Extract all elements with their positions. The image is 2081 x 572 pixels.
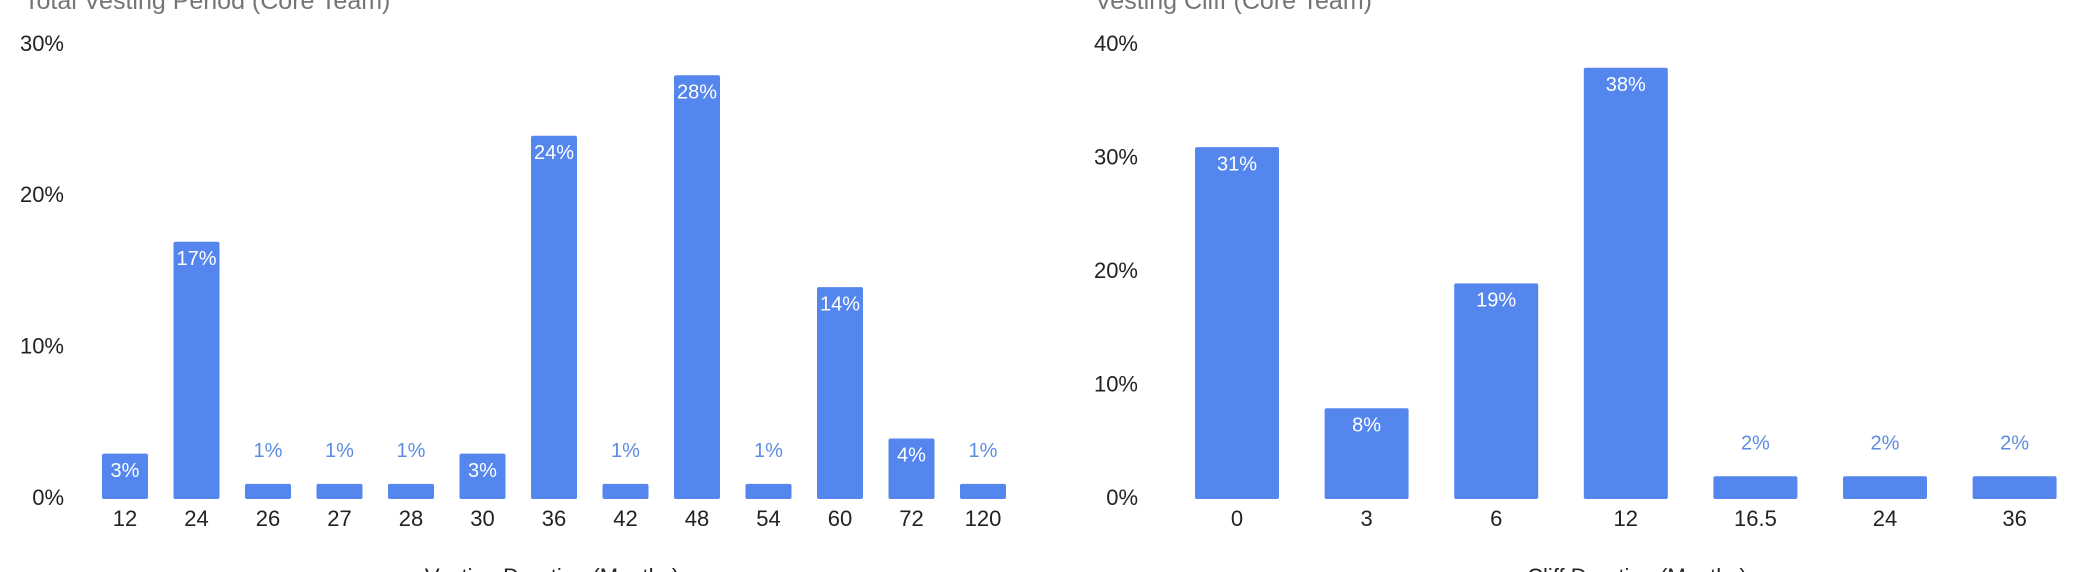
- bar: [888, 438, 935, 499]
- data-label: 17%: [176, 248, 216, 270]
- x-tick-label: 6: [1490, 506, 1502, 531]
- data-label: 1%: [254, 440, 283, 462]
- bar: [674, 75, 720, 500]
- x-axis-label: Cliff Duration (Months): [1527, 564, 1747, 572]
- x-tick-label: 42: [613, 506, 637, 531]
- x-tick-label: 27: [327, 506, 351, 531]
- x-tick-label: 0: [1231, 506, 1243, 531]
- data-label: 1%: [754, 440, 783, 462]
- x-tick-label: 120: [965, 506, 1002, 531]
- x-tick-label: 36: [542, 506, 566, 531]
- data-label: 3%: [111, 460, 140, 482]
- bar: [1843, 476, 1927, 499]
- x-tick-label: 26: [256, 506, 280, 531]
- bar: [1583, 67, 1668, 499]
- data-label: 28%: [677, 82, 717, 104]
- x-tick-label: 28: [399, 506, 423, 531]
- data-label: 1%: [397, 440, 426, 462]
- x-tick-label: 24: [184, 506, 208, 531]
- x-tick-label: 30: [470, 506, 494, 531]
- data-label: 19%: [1476, 290, 1516, 312]
- x-tick-label: 3: [1360, 506, 1372, 531]
- bar: [245, 483, 291, 499]
- chart-title: Total Vesting Period (Core Team): [24, 0, 390, 15]
- x-tick-label: 72: [899, 506, 923, 531]
- bar: [1324, 408, 1409, 499]
- bar: [602, 483, 649, 499]
- x-axis-label: Vesting Duration (Months): [425, 564, 679, 572]
- bar: [1195, 147, 1279, 499]
- x-tick-label: 12: [113, 506, 137, 531]
- y-tick-label: 0%: [32, 485, 64, 510]
- y-tick-label: 10%: [1094, 371, 1138, 396]
- y-tick-label: 30%: [20, 31, 64, 56]
- bar: [316, 483, 363, 499]
- bar: [459, 453, 506, 499]
- x-tick-label: 60: [828, 506, 852, 531]
- x-tick-label: 24: [1873, 506, 1897, 531]
- y-tick-label: 10%: [20, 333, 64, 358]
- data-label: 2%: [2000, 433, 2029, 455]
- x-tick-label: 16.5: [1734, 506, 1777, 531]
- x-tick-label: 36: [2002, 506, 2026, 531]
- y-tick-label: 30%: [1094, 144, 1138, 169]
- x-tick-label: 48: [685, 506, 709, 531]
- data-label: 3%: [468, 460, 497, 482]
- bar: [1972, 476, 2057, 499]
- bar: [1713, 476, 1798, 499]
- data-label: 24%: [534, 142, 574, 164]
- bar: [388, 483, 434, 499]
- bar: [1454, 283, 1539, 499]
- bar: [817, 287, 863, 499]
- x-tick-label: 54: [756, 506, 780, 531]
- data-label: 8%: [1352, 414, 1381, 436]
- y-tick-label: 20%: [20, 182, 64, 207]
- bar: [531, 135, 577, 500]
- data-label: 31%: [1217, 153, 1257, 175]
- bar: [102, 453, 148, 499]
- data-label: 1%: [969, 440, 998, 462]
- data-label: 38%: [1606, 74, 1646, 96]
- bar: [960, 483, 1006, 499]
- bar: [173, 241, 220, 499]
- bar: [745, 483, 792, 499]
- data-label: 1%: [325, 440, 354, 462]
- data-label: 2%: [1741, 433, 1770, 455]
- data-label: 1%: [611, 440, 640, 462]
- chart-title: Vesting Cliff (Core Team): [1095, 0, 1372, 15]
- y-tick-label: 0%: [1106, 485, 1138, 510]
- y-tick-label: 40%: [1094, 31, 1138, 56]
- x-tick-label: 12: [1614, 506, 1638, 531]
- data-label: 2%: [1871, 433, 1900, 455]
- data-label: 14%: [820, 293, 860, 315]
- y-tick-label: 20%: [1094, 258, 1138, 283]
- data-label: 4%: [897, 445, 926, 467]
